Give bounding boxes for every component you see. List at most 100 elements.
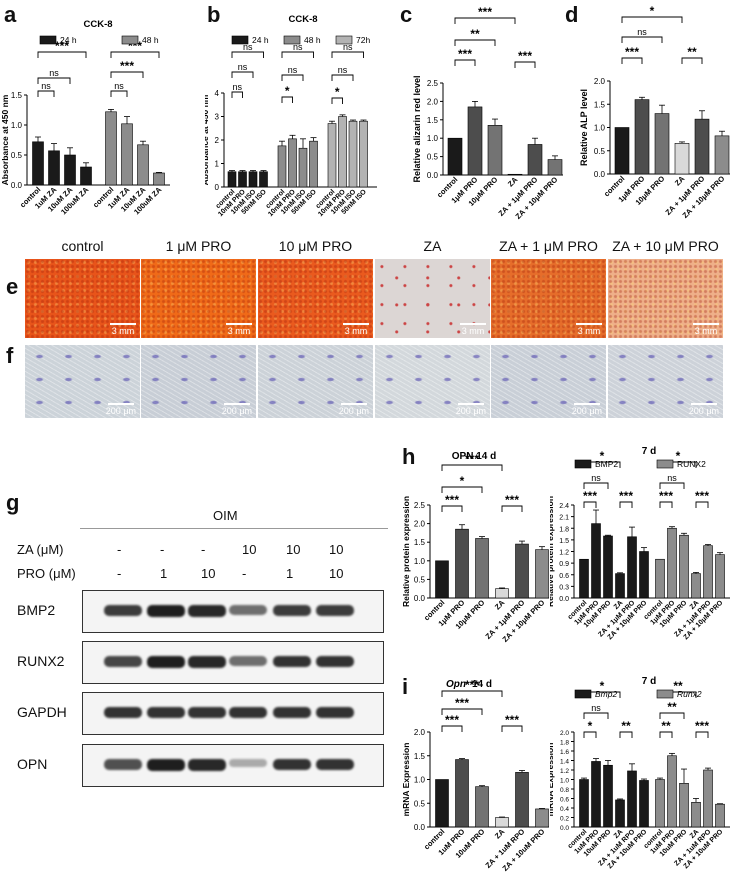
y-tick-label: 2.1 (559, 515, 569, 522)
y-tick-label: 1.4 (560, 759, 569, 766)
scale-bar-line (226, 323, 252, 325)
scale-bar: 3 mm (110, 323, 136, 336)
bar (467, 106, 483, 176)
significance-bracket (441, 725, 463, 732)
alizarin-red-photo: 3 mm (141, 259, 256, 338)
panel-label-g: g (6, 490, 20, 515)
bar (475, 538, 489, 599)
significance-mark: *** (55, 39, 69, 53)
significance-bracket (583, 731, 597, 738)
category-label: ZA (689, 828, 701, 840)
scale-bar-line (460, 323, 486, 325)
y-tick-label: 1.5 (427, 116, 439, 125)
y-tick-label: 2.0 (560, 730, 569, 737)
scale-bar: 200 μm (106, 403, 136, 416)
y-tick-label: 1.0 (414, 776, 426, 785)
alp-stain-photo: 200 μm (25, 345, 140, 418)
protein-band (229, 707, 267, 719)
significance-bracket (37, 51, 87, 58)
significance-mark: *** (445, 493, 459, 507)
bar (487, 125, 503, 176)
significance-bracket (659, 712, 685, 719)
significance-mark: ns (243, 42, 253, 52)
bar (715, 554, 725, 599)
significance-mark: *** (478, 5, 492, 19)
protein-band (229, 605, 267, 615)
protein-band (273, 656, 311, 668)
bar (259, 171, 268, 188)
significance-bracket (695, 501, 709, 508)
y-tick-label: 1.0 (11, 121, 23, 130)
significance-bracket (110, 90, 128, 97)
scale-bar-label: 200 μm (455, 406, 486, 416)
bar (703, 769, 713, 828)
significance-mark: ns (591, 473, 601, 483)
y-axis-label: Relative ALP level (579, 89, 589, 166)
protein-label: GAPDH (17, 704, 67, 720)
y-axis-label: Relative protein expression (550, 496, 555, 607)
y-tick-label: 1.2 (560, 768, 569, 775)
bar (627, 770, 637, 828)
significance-bracket (695, 731, 709, 738)
significance-bracket (110, 71, 144, 78)
significance-bracket (621, 36, 663, 43)
bar (515, 543, 529, 599)
significance-bracket (659, 482, 685, 489)
bar (654, 113, 670, 175)
y-tick-label: 1.0 (427, 134, 439, 143)
significance-bracket (583, 712, 609, 719)
bar (703, 545, 713, 599)
y-tick-label: 0.5 (427, 153, 439, 162)
y-tick-label: 0.0 (427, 171, 439, 180)
protein-label: RUNX2 (17, 653, 65, 669)
y-tick-label: 0.6 (560, 797, 569, 804)
bar (359, 120, 368, 188)
bar (579, 779, 589, 828)
alizarin-red-photo: 3 mm (375, 259, 490, 338)
legend-swatch (231, 35, 249, 45)
significance-mark: ns (343, 42, 353, 52)
scale-bar: 3 mm (226, 323, 252, 336)
scale-bar: 3 mm (576, 323, 602, 336)
y-tick-label: 1 (215, 160, 220, 169)
photo-title: ZA + 1 μM PRO (499, 238, 598, 254)
legend-swatch (121, 35, 139, 45)
bar (679, 783, 689, 828)
y-tick-label: 2.4 (559, 503, 569, 510)
significance-mark: * (676, 449, 681, 463)
pro-dose: 1 (160, 566, 168, 581)
scale-bar: 200 μm (689, 403, 719, 416)
bar (715, 803, 725, 828)
panel-label-h: h (402, 444, 416, 469)
bar (48, 150, 60, 186)
significance-bracket (681, 57, 703, 64)
scale-bar-line (576, 323, 602, 325)
alp-stain-photo: 200 μm (491, 345, 606, 418)
chart-title-suffix: 14 d (472, 679, 492, 690)
scale-bar-line (340, 403, 367, 405)
za-dose: 10 (242, 542, 257, 557)
y-tick-label: 2.0 (414, 520, 426, 529)
legend-swatch (39, 35, 57, 45)
za-dose: - (160, 542, 165, 557)
bar (634, 99, 650, 175)
significance-mark: * (335, 85, 340, 99)
photo-title: control (61, 238, 104, 254)
legend-label: Runx2 (677, 689, 702, 699)
significance-mark: * (650, 4, 655, 18)
significance-mark: ns (49, 68, 59, 78)
y-axis-label: Absorbance at 450 nm (205, 94, 210, 185)
significance-bracket (441, 690, 503, 697)
significance-mark: ** (661, 719, 671, 733)
scale-bar-line (107, 403, 134, 405)
y-axis-label: Relative protein expression (401, 496, 411, 607)
scale-bar-label: 200 μm (105, 406, 136, 416)
scale-bar: 200 μm (339, 403, 369, 416)
significance-bracket (583, 482, 609, 489)
significance-mark: *** (120, 59, 134, 73)
legend-swatch (283, 35, 301, 45)
legend-label: 48 h (304, 35, 321, 45)
significance-mark: *** (659, 489, 673, 503)
y-tick-label: 0.5 (414, 799, 426, 808)
bar (694, 118, 710, 175)
